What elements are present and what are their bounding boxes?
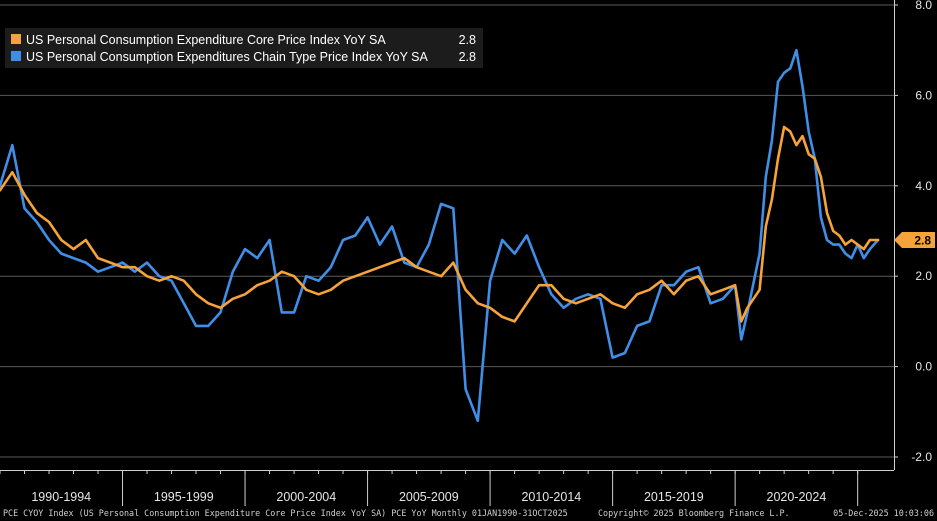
y-tick-label: 4.0 — [915, 179, 932, 193]
series-line-headline-pce — [0, 48, 880, 423]
x-category-label: 2020-2024 — [767, 490, 827, 504]
last-value-tag-label: 2.8 — [914, 234, 931, 248]
series-line-core-pce — [0, 125, 880, 323]
legend-value-core: 2.8 — [459, 33, 476, 47]
x-category-label: 1990-1994 — [31, 490, 91, 504]
footer-timestamp: 05-Dec-2025 10:03:06 — [833, 508, 934, 518]
legend: US Personal Consumption Expenditure Core… — [5, 28, 483, 68]
x-category-label: 2000-2004 — [276, 490, 336, 504]
x-category-label: 1995-1999 — [154, 490, 214, 504]
last-value-tag-shape — [894, 232, 935, 249]
y-tick-label: 8.0 — [915, 0, 932, 12]
series-lines — [0, 48, 880, 423]
x-category-label: 2015-2019 — [644, 490, 704, 504]
y-tick-label: 2.0 — [915, 269, 932, 283]
last-value-tags: 2.8 — [894, 232, 935, 249]
legend-label-core: US Personal Consumption Expenditure Core… — [26, 33, 386, 47]
legend-value-headline: 2.8 — [459, 50, 476, 64]
footer-source: PCE CYOY Index (US Personal Consumption … — [3, 508, 568, 518]
y-axis-ticks: 8.0 6.0 4.0 2.0 0.0 -2.0 — [894, 0, 932, 464]
legend-swatch-headline — [11, 51, 21, 61]
legend-background — [5, 28, 483, 68]
legend-swatch-core — [11, 34, 21, 44]
y-tick-label: 0.0 — [915, 360, 932, 374]
legend-label-headline: US Personal Consumption Expenditures Cha… — [26, 50, 429, 64]
x-category-label: 2010-2014 — [521, 490, 581, 504]
x-category-label: 2005-2009 — [399, 490, 459, 504]
y-tick-label: -2.0 — [911, 450, 932, 464]
x-axis-categories: 1990-1994 1995-1999 2000-2004 2005-2009 2010… — [0, 470, 859, 506]
footer-copyright: Copyright© 2025 Bloomberg Finance L.P. — [598, 508, 790, 518]
y-tick-label: 6.0 — [915, 88, 932, 102]
